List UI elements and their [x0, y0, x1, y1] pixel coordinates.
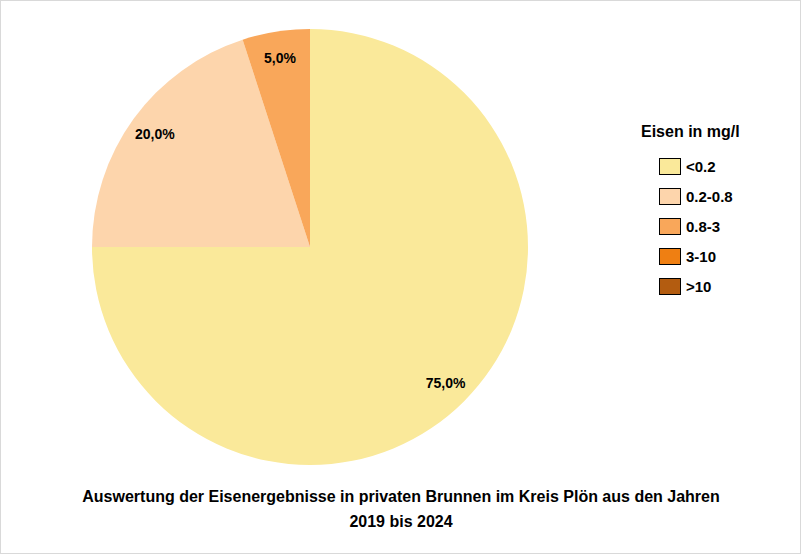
html-text:Eisen in mg/l: Eisen in mg/l [641, 123, 740, 140]
html-text:<0.2: <0.2 [686, 157, 716, 175]
svg-text:20,0%: 20,0% [135, 126, 175, 142]
html-text:0.8-3: 0.8-3 [686, 217, 721, 235]
html-text:>10: >10 [686, 277, 712, 295]
html-text:Auswertung der Eisenergebnisse: Auswertung der Eisenergebnisse in privat… [82, 488, 720, 530]
svg-text:75,0%: 75,0% [426, 375, 466, 391]
svg-text:5,0%: 5,0% [264, 50, 296, 66]
html-text:3-10: 3-10 [686, 247, 716, 265]
html-text:0.2-0.8: 0.2-0.8 [686, 187, 733, 205]
